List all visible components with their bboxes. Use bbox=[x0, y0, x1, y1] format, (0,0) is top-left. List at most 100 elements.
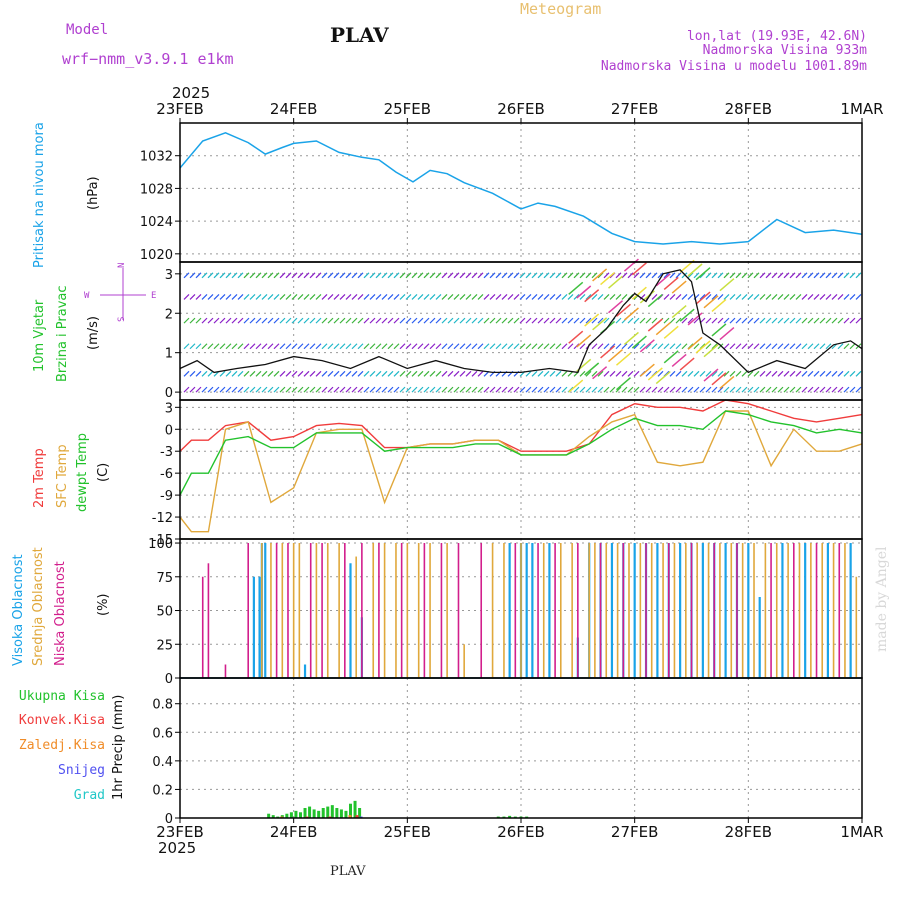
wind-barb bbox=[615, 272, 622, 279]
wind-barb bbox=[243, 370, 250, 377]
wind-barb bbox=[477, 272, 484, 279]
wind-strong-barb bbox=[711, 372, 727, 386]
wind-barb bbox=[657, 386, 664, 393]
wind-barb bbox=[795, 370, 802, 377]
wind-barb bbox=[201, 370, 208, 377]
wind-barb bbox=[339, 317, 346, 324]
wind-barb bbox=[393, 317, 400, 324]
wind-barb bbox=[705, 317, 712, 324]
wind-barb bbox=[489, 386, 496, 393]
wind-barb bbox=[543, 272, 550, 279]
wind-barb bbox=[735, 294, 742, 300]
wind-barb bbox=[267, 294, 274, 300]
wind-barb bbox=[543, 343, 550, 350]
wind-barb bbox=[189, 294, 196, 300]
wind-barb bbox=[747, 370, 754, 377]
wind-barb bbox=[519, 294, 526, 300]
wind-barb bbox=[789, 272, 796, 279]
wind-barb bbox=[807, 272, 814, 279]
wind-barb bbox=[555, 272, 562, 279]
precip-total-bar bbox=[335, 808, 339, 818]
wind-barb bbox=[315, 343, 322, 350]
wind-barb bbox=[783, 294, 790, 300]
wind-barb bbox=[195, 317, 202, 324]
wind-barb bbox=[249, 294, 256, 300]
wind-strong-barb bbox=[679, 357, 695, 371]
wind-barb bbox=[351, 317, 358, 324]
wind-barb bbox=[513, 386, 520, 393]
precip-total-bar bbox=[285, 813, 289, 818]
wind-barb bbox=[801, 294, 808, 300]
wind-barb bbox=[369, 386, 376, 393]
y-tick-label: 100 bbox=[148, 537, 173, 552]
wind-barb bbox=[411, 370, 418, 377]
wind-barb bbox=[435, 386, 442, 393]
y-tick-label: 0.4 bbox=[152, 755, 173, 770]
wind-strong-barb bbox=[655, 273, 671, 287]
y-tick-label: -12 bbox=[152, 511, 173, 526]
wind-barb bbox=[609, 294, 616, 300]
wind-barb bbox=[531, 317, 538, 324]
wind-barb bbox=[303, 272, 310, 279]
wind-barb bbox=[345, 317, 352, 324]
wind-strong-barb bbox=[671, 304, 687, 319]
wind-barb bbox=[699, 386, 706, 393]
wind-barb bbox=[447, 294, 454, 300]
wind-barb bbox=[237, 272, 244, 279]
wind-barb bbox=[633, 343, 640, 350]
wind-barb bbox=[381, 386, 388, 393]
precip-unit: 1hr Precip (mm) bbox=[111, 695, 126, 800]
wind-barb bbox=[255, 272, 262, 279]
wind-barb bbox=[519, 272, 526, 279]
wind-barb bbox=[243, 272, 250, 279]
wind-barb bbox=[729, 343, 736, 350]
altitude-label: Nadmorska Visina 933m bbox=[703, 43, 868, 58]
y-tick-label: 75 bbox=[156, 571, 173, 586]
wind-barb bbox=[633, 386, 640, 393]
wind-barb bbox=[549, 370, 556, 377]
wind-strong-barb bbox=[655, 322, 671, 336]
wind-barb bbox=[453, 343, 460, 350]
wind-barb bbox=[351, 370, 358, 377]
wind-barb bbox=[723, 343, 730, 350]
wind-barb bbox=[735, 386, 742, 393]
legend-snow: Snijeg bbox=[58, 763, 105, 778]
wind-barb bbox=[279, 343, 286, 350]
wind-barb bbox=[375, 294, 382, 300]
wind-strong-barb bbox=[623, 307, 639, 321]
wind-barb bbox=[849, 343, 856, 350]
wind-barb bbox=[357, 272, 364, 279]
y-tick-label: 0.6 bbox=[152, 726, 173, 741]
wind-barb bbox=[771, 294, 778, 300]
wind-barb bbox=[579, 370, 586, 377]
wind-barb bbox=[711, 386, 718, 393]
wind-barb bbox=[723, 272, 730, 279]
wind-barb bbox=[819, 370, 826, 377]
wind-barb bbox=[579, 386, 586, 393]
wind-barb bbox=[201, 386, 208, 393]
precip-total-bar bbox=[344, 810, 348, 818]
wind-barb bbox=[465, 294, 472, 300]
wind-barb bbox=[759, 272, 766, 279]
wind-barb bbox=[285, 317, 292, 324]
wind-barb bbox=[819, 386, 826, 393]
temp-label-sfc: SFC Temp bbox=[55, 444, 70, 508]
pressure-line bbox=[179, 131, 863, 245]
wind-barb bbox=[651, 386, 658, 393]
wind-barb bbox=[399, 294, 406, 300]
wind-barb bbox=[333, 272, 340, 279]
wind-barb bbox=[339, 386, 346, 393]
wind-barb bbox=[471, 343, 478, 350]
wind-barb bbox=[459, 343, 466, 350]
legend-rain-conv: Konvek.Kisa bbox=[19, 713, 105, 728]
wind-barb bbox=[675, 343, 682, 350]
wind-barb bbox=[711, 317, 718, 324]
wind-barb bbox=[423, 343, 430, 350]
wind-barb bbox=[369, 294, 376, 300]
wind-barb bbox=[213, 343, 220, 350]
wind-barb bbox=[387, 386, 394, 393]
wind-barb bbox=[663, 272, 670, 279]
wind-barb bbox=[807, 317, 814, 324]
wind-barb bbox=[687, 370, 694, 377]
wind-barb bbox=[675, 294, 682, 300]
